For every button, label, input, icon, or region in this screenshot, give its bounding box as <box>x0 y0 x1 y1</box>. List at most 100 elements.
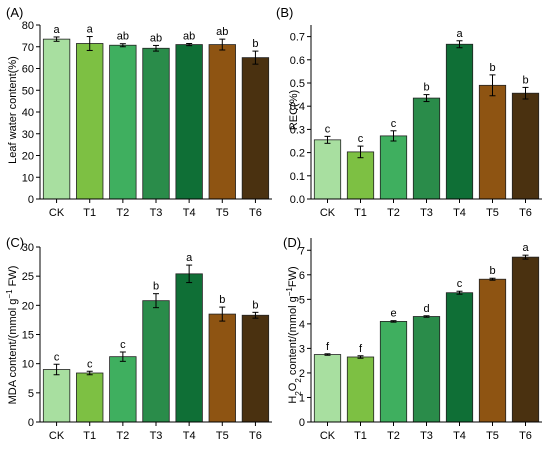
panel-a-bar-ck <box>42 38 71 200</box>
panel-a-bar-t6 <box>241 57 270 200</box>
panel-c-xtick-label: T6 <box>249 430 262 442</box>
panel-a-ytick-label: 60 <box>22 64 34 76</box>
panel-b-ytick-label: 0.3 <box>290 124 305 136</box>
panel-c-ytick-label: 15 <box>22 330 34 342</box>
panel-c-ytick-label: 10 <box>22 359 34 371</box>
panel-b-sig-letter: b <box>489 62 495 74</box>
panel-d-label: (D) <box>283 235 301 250</box>
panel-b-errorbar-ck <box>324 135 331 144</box>
panel-d-errorbar-t6 <box>522 254 529 260</box>
panel-b-bar-t1 <box>346 151 375 200</box>
panel-c-ylabel: MDA content/(mmol g−1 FW) <box>5 266 20 405</box>
panel-b: (B) REC(%) c c c b a b b 0.0 0.1 0.2 0.3 0.4 0.5 0.6 0… <box>276 5 542 219</box>
panel-b-ytick-label: 0.7 <box>290 32 305 44</box>
panel-c-bar-t5 <box>208 313 236 423</box>
panel-b-sig-letter: b <box>522 74 528 86</box>
panel-b-bar-t6 <box>511 92 540 200</box>
panel-b-sig-letter: a <box>456 28 463 40</box>
panel-c-sig-letter: b <box>219 294 225 306</box>
panel-a-errorbar-t3 <box>153 44 159 52</box>
panel-c: (C) MDA content/(mmol g−1 FW) c c c b a b b 0 5 1… <box>5 235 272 442</box>
panel-d-sig-letter: b <box>489 265 495 277</box>
panel-c-bar-t1 <box>76 372 104 423</box>
panel-d-errorbar-ck <box>324 353 331 356</box>
panel-c-errorbar-t6 <box>252 311 259 319</box>
panel-c-errorbar-t2 <box>119 351 126 362</box>
panel-b-sig-letter: c <box>325 123 331 135</box>
panel-d-errorbar-t3 <box>423 315 430 318</box>
panel-a-sig-letter: ab <box>216 26 228 38</box>
panel-c-ytick-label: 5 <box>28 388 34 400</box>
panel-b-xtick-label: T1 <box>354 207 367 219</box>
panel-d-xtick-label: T5 <box>486 430 499 442</box>
panel-d-bar-t3 <box>412 316 441 423</box>
panel-c-sig-letter: c <box>54 351 60 363</box>
panel-c-xtick-label: T3 <box>150 430 163 442</box>
panel-b-errorbar-t4 <box>456 40 463 49</box>
panel-d-errorbar-t5 <box>489 277 496 281</box>
panel-a-ylabel: Leaf water content(%) <box>7 56 19 164</box>
panel-c-errorbar-t3 <box>153 293 159 309</box>
panel-a-ytick-label: 30 <box>22 129 34 141</box>
panel-b-ytick-label: 0.6 <box>290 55 305 67</box>
panel-c-sig-letter: c <box>120 339 126 351</box>
panel-c-xtick-label: CK <box>49 430 65 442</box>
panel-c-sig-letter: b <box>153 281 159 293</box>
panel-c-bar-t3 <box>142 300 170 423</box>
panel-a-xtick-label: T5 <box>216 207 229 219</box>
panel-c-bar-t6 <box>241 314 270 423</box>
panel-d-bar-t4 <box>445 292 474 423</box>
panel-d-ytick-label: 2 <box>299 368 305 380</box>
panel-d-xtick-label: T2 <box>387 430 400 442</box>
panel-c-errorbar-t5 <box>219 306 226 322</box>
panel-c-sig-letter: a <box>186 252 193 264</box>
panel-b-errorbar-t5 <box>489 74 496 97</box>
panel-a-bar-t2 <box>109 44 137 200</box>
panel-d-ytick-label: 5 <box>299 294 305 306</box>
panel-b-ylabel: REC(%) <box>288 90 300 130</box>
panel-b-errorbar-t3 <box>423 94 430 103</box>
panel-a-ytick-label: 70 <box>22 42 34 54</box>
panel-c-errorbar-t1 <box>86 370 93 376</box>
panel-a-errorbar-t2 <box>119 43 126 48</box>
panel-c-ytick-label: 30 <box>22 242 34 254</box>
panel-d-errorbar-t2 <box>390 320 397 323</box>
panel-a-xtick-label: T2 <box>116 207 129 219</box>
panel-b-xtick-label: T4 <box>453 207 466 219</box>
panel-c-xtick-label: T4 <box>183 430 196 442</box>
panel-d-xtick-label: T6 <box>519 430 532 442</box>
panel-d-sig-letter: f <box>326 341 330 353</box>
panel-b-label: (B) <box>276 5 293 20</box>
panel-d-sig-letter: e <box>390 308 396 320</box>
panel-a-sig-letter: a <box>87 24 94 36</box>
panel-c-bar-ck <box>42 369 71 423</box>
panel-b-errorbar-t6 <box>522 86 529 100</box>
panel-a-sig-letter: ab <box>183 30 195 42</box>
panel-a-ytick-label: 0 <box>28 194 34 206</box>
panel-b-bar-t2 <box>379 135 408 200</box>
panel-a-ytick-label: 40 <box>22 107 34 119</box>
panel-a-bar-t4 <box>175 44 203 200</box>
panel-a-sig-letter: ab <box>150 32 162 44</box>
panel-d: (D) H2O2 content/(mmol g−1FW) f f e d c b a 0 1 2… <box>283 235 542 442</box>
panel-a-sig-letter: ab <box>117 31 129 43</box>
panel-a-label: (A) <box>6 5 23 20</box>
panel-b-sig-letter: c <box>358 133 364 145</box>
panel-d-bar-t5 <box>478 278 507 423</box>
panel-a-ytick-label: 80 <box>22 20 34 32</box>
panel-b-errorbar-t1 <box>357 145 364 159</box>
panel-c-bar-t4 <box>175 273 203 423</box>
panel-d-sig-letter: f <box>359 343 363 355</box>
panel-a-xtick-label: T6 <box>249 207 262 219</box>
panel-d-errorbar-t1 <box>357 355 364 359</box>
panel-c-xtick-label: T1 <box>83 430 96 442</box>
panel-c-label: (C) <box>6 235 24 250</box>
panel-b-sig-letter: b <box>423 82 429 94</box>
panel-d-sig-letter: d <box>423 303 429 315</box>
panel-a-bar-t3 <box>142 47 170 200</box>
panel-a-xtick-label: CK <box>49 207 65 219</box>
panel-b-bar-ck <box>313 139 342 200</box>
panel-b-ytick-label: 0.4 <box>290 101 305 113</box>
panel-c-xtick-label: T5 <box>216 430 229 442</box>
